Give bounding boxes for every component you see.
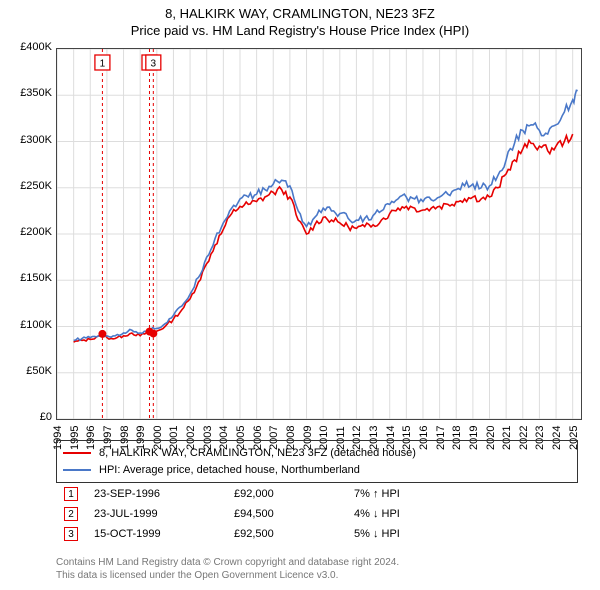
title-line-1: 8, HALKIRK WAY, CRAMLINGTON, NE23 3FZ (0, 6, 600, 23)
chart-container: 8, HALKIRK WAY, CRAMLINGTON, NE23 3FZ Pr… (0, 0, 600, 590)
footnote-line-2: This data is licensed under the Open Gov… (56, 569, 578, 582)
y-tick-label: £200K (2, 226, 52, 238)
sale-row: 1 23-SEP-1996£92,0007% ↑ HPI (56, 484, 578, 504)
plot-area: 123 (56, 48, 582, 420)
legend-swatch (63, 469, 91, 471)
legend-label: HPI: Average price, detached house, Nort… (99, 462, 360, 479)
legend-label: 8, HALKIRK WAY, CRAMLINGTON, NE23 3FZ (d… (99, 445, 416, 462)
sale-price: £92,000 (234, 488, 354, 500)
y-tick-label: £250K (2, 180, 52, 192)
y-tick-label: £0 (2, 411, 52, 423)
sale-row: 3 15-OCT-1999£92,5005% ↓ HPI (56, 524, 578, 544)
legend-box: 8, HALKIRK WAY, CRAMLINGTON, NE23 3FZ (d… (56, 440, 578, 483)
svg-text:3: 3 (151, 59, 157, 70)
sale-row: 2 23-JUL-1999£94,5004% ↓ HPI (56, 504, 578, 524)
sale-hpi-diff: 4% ↓ HPI (354, 508, 578, 520)
sale-marker-box: 1 (64, 487, 78, 501)
sale-date: 15-OCT-1999 (94, 528, 234, 540)
sale-date: 23-JUL-1999 (94, 508, 234, 520)
y-tick-label: £350K (2, 87, 52, 99)
y-tick-label: £50K (2, 365, 52, 377)
sale-price: £94,500 (234, 508, 354, 520)
sale-marker-box: 3 (64, 527, 78, 541)
sale-marker-box: 2 (64, 507, 78, 521)
sale-price: £92,500 (234, 528, 354, 540)
legend-item: 8, HALKIRK WAY, CRAMLINGTON, NE23 3FZ (d… (63, 445, 571, 462)
chart-title: 8, HALKIRK WAY, CRAMLINGTON, NE23 3FZ Pr… (0, 0, 600, 40)
svg-text:1: 1 (100, 59, 106, 70)
legend-swatch (63, 452, 91, 454)
y-tick-label: £300K (2, 134, 52, 146)
sale-hpi-diff: 7% ↑ HPI (354, 488, 578, 500)
y-tick-label: £100K (2, 319, 52, 331)
sale-date: 23-SEP-1996 (94, 488, 234, 500)
sales-table: 1 23-SEP-1996£92,0007% ↑ HPI 2 23-JUL-1999£… (56, 484, 578, 544)
footnote-line-1: Contains HM Land Registry data © Crown c… (56, 556, 578, 569)
sale-hpi-diff: 5% ↓ HPI (354, 528, 578, 540)
footnote: Contains HM Land Registry data © Crown c… (56, 556, 578, 582)
legend-item: HPI: Average price, detached house, Nort… (63, 462, 571, 479)
plot-svg: 123 (57, 49, 581, 419)
y-tick-label: £400K (2, 41, 52, 53)
y-tick-label: £150K (2, 272, 52, 284)
title-line-2: Price paid vs. HM Land Registry's House … (0, 23, 600, 40)
